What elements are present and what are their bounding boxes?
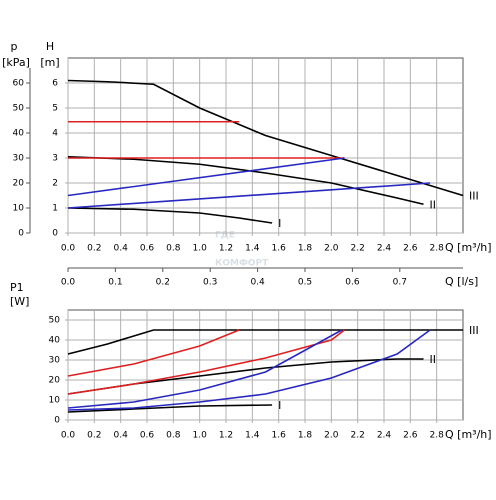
curve-label: II (430, 353, 437, 366)
curve (67, 79, 464, 197)
curve (67, 207, 273, 224)
curve-label: I (278, 399, 281, 412)
curve (67, 157, 345, 197)
curve-label: III (469, 190, 479, 203)
x2-tick-label: 0.1 (108, 278, 122, 288)
curve (67, 182, 431, 209)
x2-tick-label: 0.7 (393, 278, 407, 288)
x-tick-label: 2.2 (351, 244, 365, 254)
watermark: КОМФОРТ (215, 259, 269, 269)
x-tick-label: 0.8 (166, 244, 181, 254)
y2-tick-label: 30 (13, 154, 25, 164)
curve-label: III (469, 324, 479, 337)
curve-label: II (430, 198, 437, 211)
x2-tick-label: 0.6 (345, 278, 360, 288)
x-tick-label: 2.8 (430, 244, 445, 254)
y-tick-label: 5 (52, 104, 58, 114)
x-tick-label: 2.0 (324, 244, 339, 254)
x-tick-label: 1.2 (219, 244, 233, 254)
curve (67, 329, 431, 411)
x-tick-label: 2.6 (403, 431, 418, 441)
x-tick-label: 0.6 (140, 244, 155, 254)
x-tick-label: 0.8 (166, 431, 181, 441)
x-tick-label: 1.4 (245, 244, 260, 254)
x-tick-label: 1.2 (219, 431, 233, 441)
y2-tick-label: 0 (18, 229, 24, 239)
y-tick-label: 1 (52, 204, 58, 214)
y-tick-label: 20 (49, 376, 61, 386)
x2-tick-label: 0.0 (61, 278, 76, 288)
y2-tick-label: 60 (13, 79, 25, 89)
x-tick-label: 2.4 (377, 431, 392, 441)
x-tick-label: 1.6 (272, 244, 287, 254)
curve (67, 404, 273, 413)
y-axis-unit: [W] (10, 295, 29, 308)
y2-tick-label: 20 (13, 179, 25, 189)
x-tick-label: 1.0 (193, 244, 208, 254)
watermark: ГДЕ (215, 231, 235, 241)
plot-frame (67, 57, 464, 234)
y2-axis-label: p (11, 40, 18, 53)
x-tick-label: 2.0 (324, 431, 339, 441)
y-tick-label: 30 (49, 356, 61, 366)
y2-tick-label: 10 (13, 204, 25, 214)
y-tick-label: 40 (49, 336, 61, 346)
x-tick-label: 2.2 (351, 431, 365, 441)
x-tick-label: 0.2 (87, 244, 101, 254)
x2-tick-label: 0.3 (203, 278, 217, 288)
x-tick-label: 1.4 (245, 431, 260, 441)
curve (67, 329, 343, 409)
x-tick-label: 2.4 (377, 244, 392, 254)
y-axis-unit: [m] (40, 56, 59, 69)
x2-tick-label: 0.4 (250, 278, 265, 288)
y2-tick-label: 40 (13, 129, 25, 139)
x-tick-label: 2.6 (403, 244, 418, 254)
x-axis-label: Q [m³/h] (445, 428, 492, 441)
y2-axis-unit: [kPa] (2, 56, 30, 69)
y-tick-label: 0 (52, 229, 58, 239)
x2-axis-label: Q [l/s] (445, 275, 478, 288)
curve (67, 329, 463, 355)
y-tick-label: 3 (52, 154, 58, 164)
curve-label: I (278, 217, 281, 230)
x-tick-label: 1.6 (272, 431, 287, 441)
y2-tick-label: 50 (13, 104, 25, 114)
curve (67, 329, 240, 377)
y-tick-label: 10 (49, 396, 61, 406)
x-tick-label: 0.0 (61, 244, 76, 254)
x-tick-label: 0.6 (140, 431, 155, 441)
y-tick-label: 50 (49, 316, 61, 326)
x2-tick-label: 0.5 (298, 278, 312, 288)
y-tick-label: 0 (54, 416, 60, 426)
y-tick-label: 2 (52, 179, 58, 189)
y-tick-label: 6 (52, 79, 58, 89)
x-tick-label: 2.8 (430, 431, 445, 441)
x-axis-label: Q [m³/h] (445, 241, 492, 254)
x2-tick-label: 0.2 (156, 278, 170, 288)
curve (67, 155, 424, 206)
x-tick-label: 0.0 (61, 431, 76, 441)
x-tick-label: 1.0 (193, 431, 208, 441)
y-tick-label: 4 (52, 129, 58, 139)
y-axis-label: P1 (10, 281, 24, 294)
x-tick-label: 0.4 (114, 244, 129, 254)
x-tick-label: 0.4 (114, 431, 129, 441)
x-tick-label: 1.8 (298, 431, 313, 441)
curve (67, 329, 345, 395)
x-tick-label: 0.2 (87, 431, 101, 441)
x-tick-label: 1.8 (298, 244, 313, 254)
y-axis-label: H (46, 40, 54, 53)
